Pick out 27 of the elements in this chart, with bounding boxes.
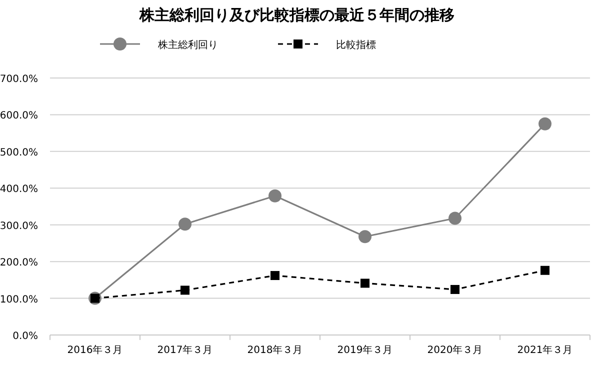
point [180, 286, 190, 295]
x-tick-label: 2017年３月 [157, 344, 213, 356]
chart-title: 株主総利回り及び比較指標の最近５年間の推移 [138, 6, 454, 24]
y-tick-label: 200.0% [0, 258, 38, 269]
point [450, 284, 460, 294]
y-tick-label: 500.0% [0, 147, 38, 158]
y-tick-label: 700.0% [0, 74, 38, 85]
x-tick-label: 2016年３月 [67, 344, 123, 356]
point [538, 117, 552, 130]
y-tick-label: 0.0% [12, 331, 38, 342]
y-tick-label: 300.0% [0, 220, 38, 232]
point [270, 271, 280, 280]
x-tick-label: 2021年３月 [517, 344, 573, 356]
point [360, 278, 370, 288]
x-tick-label: 2020年３月 [427, 344, 483, 356]
point [358, 230, 372, 244]
y-tick-label: 100.0% [0, 294, 38, 306]
y-tick-label: 600.0% [0, 110, 38, 122]
point [540, 266, 550, 275]
point [448, 212, 462, 225]
point [268, 189, 282, 202]
legend-label: 比較指標 [336, 39, 376, 51]
x-tick-label: 2019年３月 [337, 344, 393, 356]
y-tick-label: 400.0% [0, 184, 38, 196]
point [178, 218, 192, 231]
legend-label: 株主総利回り [157, 39, 218, 51]
x-tick-label: 2018年３月 [247, 344, 303, 356]
